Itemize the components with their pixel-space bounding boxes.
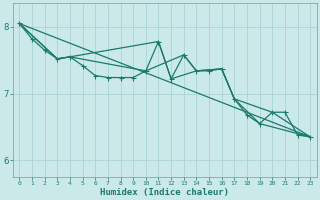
X-axis label: Humidex (Indice chaleur): Humidex (Indice chaleur) <box>100 188 229 197</box>
